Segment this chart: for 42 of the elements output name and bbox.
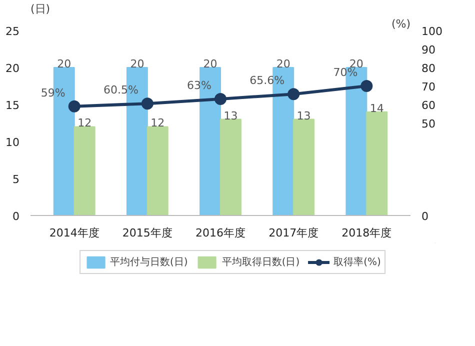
- bar: [366, 111, 388, 216]
- data-label: 20: [276, 58, 290, 70]
- data-label: 20: [203, 58, 218, 70]
- y-axis-title: (日): [30, 2, 50, 16]
- legend-label: 平均取得日数(日): [222, 256, 300, 269]
- bar: [146, 126, 168, 216]
- data-label: 13: [296, 109, 311, 122]
- y2-tick-label: 70: [422, 80, 436, 94]
- legend-label: 取得率(%): [334, 256, 381, 269]
- point: [360, 80, 373, 92]
- data-label: 12: [78, 116, 92, 130]
- legend-label: 平均付与日数(日): [110, 256, 188, 269]
- x-tick-label: 2015年度: [122, 226, 172, 240]
- bar: [293, 118, 315, 216]
- point: [68, 100, 80, 112]
- y2-tick-label: 50: [422, 118, 436, 130]
- y2-tick-label: 0: [422, 210, 428, 223]
- data-label: 12: [150, 116, 165, 130]
- y2-tick-label: 60: [422, 99, 436, 112]
- data-label: 20: [130, 58, 144, 70]
- y2-tick-label: 90: [422, 44, 436, 56]
- y2-axis-title: (%): [391, 18, 411, 30]
- x-tick-label: 2016年度: [196, 226, 246, 240]
- x-tick-label: 2017年度: [268, 226, 319, 240]
- y-tick-label: 5: [12, 173, 20, 186]
- point: [288, 88, 300, 100]
- point: [141, 98, 154, 110]
- y-tick-label: 20: [6, 62, 20, 75]
- point: [214, 92, 226, 105]
- y-tick-label: 25: [6, 25, 20, 38]
- x-tick-label: 2014年度: [49, 226, 100, 240]
- bar: [74, 126, 96, 216]
- bar: [220, 118, 242, 216]
- x-tick-label: 2018年度: [342, 226, 392, 240]
- y-tick-label: 15: [6, 99, 20, 112]
- y2-tick-label: 80: [422, 62, 436, 75]
- data-label: 20: [57, 58, 72, 70]
- data-label: 13: [224, 109, 238, 122]
- data-label: 14: [370, 102, 384, 115]
- y2-tick-label: 100: [422, 25, 442, 38]
- y-tick-label: 0: [12, 210, 20, 223]
- y-tick-label: 10: [6, 136, 20, 149]
